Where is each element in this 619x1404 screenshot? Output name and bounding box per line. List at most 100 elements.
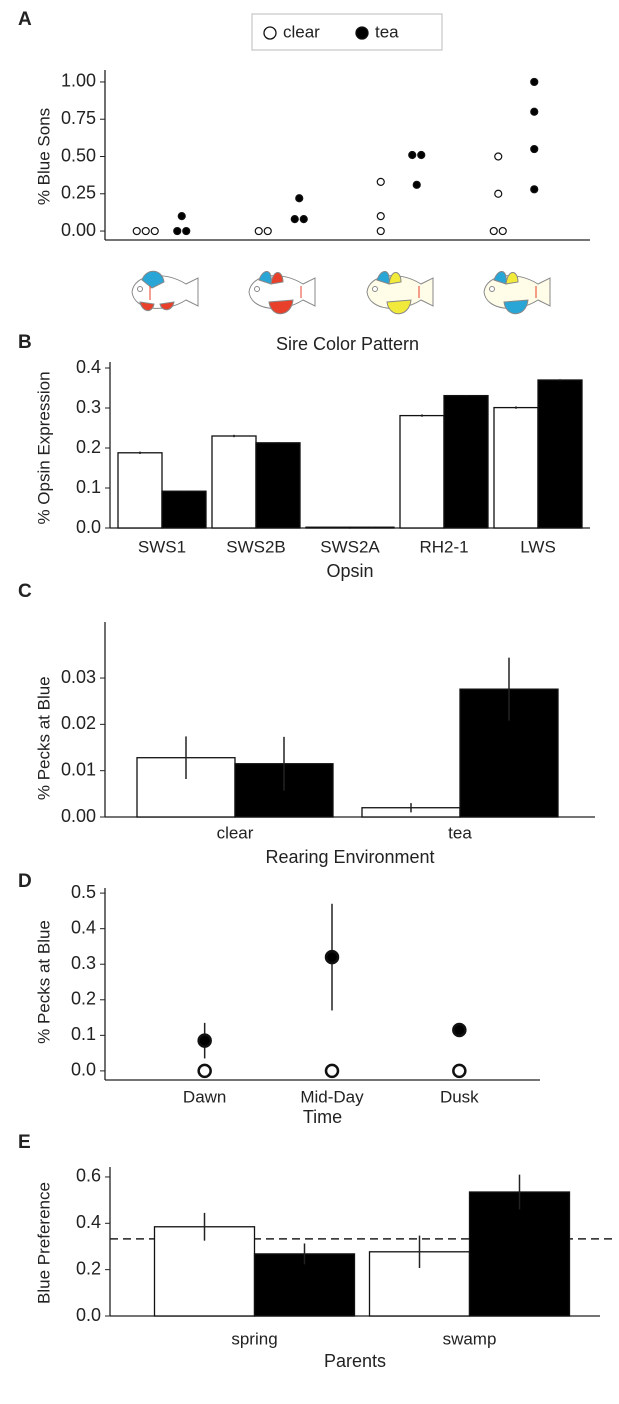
point <box>452 1063 467 1079</box>
bar <box>537 379 583 529</box>
x-tick-label: clear <box>217 823 254 842</box>
x-axis-label: Time <box>303 1107 342 1127</box>
point <box>494 189 503 198</box>
bar <box>211 435 257 529</box>
y-tick-label: 0.1 <box>71 1024 96 1044</box>
x-axis-label: Sire Color Pattern <box>276 334 419 354</box>
point <box>150 226 159 236</box>
panel-label: D <box>18 871 32 892</box>
x-tick-label: tea <box>448 823 472 842</box>
point <box>182 226 191 236</box>
bar <box>468 1191 571 1317</box>
point <box>141 226 150 236</box>
y-tick-label: 1.00 <box>61 71 96 91</box>
x-tick-label: swamp <box>443 1329 497 1348</box>
fish-icon <box>248 271 316 315</box>
legend-marker <box>355 26 369 40</box>
bar <box>443 394 489 529</box>
y-tick-label: 0.4 <box>76 357 101 377</box>
y-tick-label: 0.00 <box>61 220 96 240</box>
point <box>452 1022 467 1038</box>
point <box>530 144 539 154</box>
x-tick-label: Mid-Day <box>300 1087 364 1106</box>
point <box>412 180 421 189</box>
y-tick-label: 0.6 <box>76 1166 101 1186</box>
point <box>494 152 503 161</box>
point <box>376 212 385 221</box>
y-tick-label: 0.01 <box>61 759 96 779</box>
y-tick-label: 0.02 <box>61 713 96 733</box>
panel-label: B <box>18 332 32 353</box>
x-axis-label: Opsin <box>326 561 373 581</box>
y-axis-label: Blue Preference <box>34 1182 53 1304</box>
point <box>132 226 141 236</box>
y-tick-label: 0.03 <box>61 667 96 687</box>
y-tick-label: 0.75 <box>61 108 96 128</box>
y-tick-label: 0.0 <box>76 517 101 537</box>
y-tick-label: 0.4 <box>71 917 96 937</box>
point <box>177 212 186 221</box>
point <box>530 107 539 116</box>
point <box>263 226 272 236</box>
point <box>417 150 426 160</box>
y-tick-label: 0.25 <box>61 183 96 203</box>
legend-box <box>251 13 443 51</box>
x-tick-label: RH2-1 <box>419 537 468 556</box>
y-axis-label: % Blue Sons <box>34 108 53 205</box>
point <box>530 77 539 87</box>
x-tick-label: spring <box>231 1329 277 1348</box>
x-tick-label: SWS2A <box>320 537 380 556</box>
point <box>197 1033 212 1048</box>
y-axis-label: % Pecks at Blue <box>34 676 53 800</box>
fish-icon <box>483 271 551 315</box>
y-tick-label: 0.2 <box>71 989 96 1009</box>
bar <box>153 1226 256 1317</box>
y-tick-label: 0.3 <box>71 953 96 973</box>
fish-icons <box>131 270 551 315</box>
fish-icon <box>131 270 199 311</box>
legend-label: tea <box>375 22 399 41</box>
y-tick-label: 0.2 <box>76 1258 101 1278</box>
fish-icon <box>366 271 434 315</box>
y-tick-label: 0.4 <box>76 1212 101 1232</box>
panel-label: C <box>18 581 32 602</box>
x-tick-label: LWS <box>520 537 556 556</box>
y-axis-label: % Opsin Expression <box>34 371 53 524</box>
x-tick-label: SWS1 <box>138 537 186 556</box>
x-axis-label: Parents <box>324 1351 386 1371</box>
point <box>197 1063 212 1079</box>
y-axis-label: % Pecks at Blue <box>34 920 53 1044</box>
y-tick-label: 0.1 <box>76 477 101 497</box>
point <box>376 177 385 186</box>
x-tick-label: Dawn <box>183 1087 226 1106</box>
point <box>324 1063 340 1079</box>
y-tick-label: 0.50 <box>61 145 96 165</box>
y-tick-label: 0.0 <box>71 1060 96 1080</box>
point <box>498 226 507 236</box>
point <box>324 949 340 965</box>
bar <box>255 442 301 529</box>
bar <box>493 406 539 529</box>
panel-label: E <box>18 1132 31 1153</box>
legend-marker <box>263 26 277 40</box>
bar <box>399 414 445 529</box>
y-tick-label: 0.3 <box>76 397 101 417</box>
bar <box>117 452 163 529</box>
y-tick-label: 0.00 <box>61 806 96 826</box>
x-tick-label: Dusk <box>440 1087 479 1106</box>
x-tick-label: SWS2B <box>226 537 286 556</box>
y-tick-label: 0.0 <box>76 1305 101 1325</box>
point <box>299 215 308 224</box>
legend-label: clear <box>283 22 320 41</box>
point <box>530 185 539 194</box>
x-axis-label: Rearing Environment <box>265 847 434 867</box>
y-tick-label: 0.5 <box>71 882 96 902</box>
point <box>254 226 263 236</box>
point <box>489 226 498 236</box>
panel-label: A <box>18 9 32 30</box>
point <box>376 226 385 236</box>
point <box>290 215 299 224</box>
point <box>408 150 417 160</box>
